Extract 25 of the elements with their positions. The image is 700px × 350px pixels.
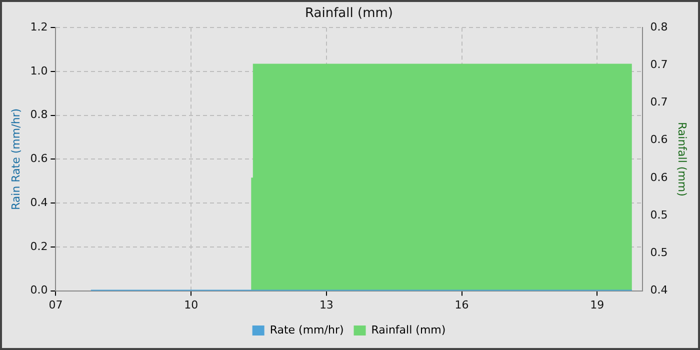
y2-tick-label: 0.5 [650, 208, 668, 222]
y-tick-label: 0.6 [30, 152, 48, 166]
x-tick-label: 19 [590, 298, 604, 312]
legend-label: Rate (mm/hr) [270, 323, 344, 336]
y2-tick-label: 0.7 [650, 95, 668, 108]
x-tick-label: 16 [454, 298, 469, 312]
y2-axis-title: Rainfall (mm) [676, 122, 689, 196]
y2-tick-label: 0.6 [650, 132, 668, 146]
y-tick-label: 0.4 [30, 196, 48, 209]
x-tick-label: 10 [184, 298, 198, 312]
chart-title: Rainfall (mm) [305, 6, 393, 22]
y2-tick-label: 0.8 [650, 20, 668, 34]
y2-tick-label: 0.6 [650, 171, 668, 184]
y2-tick-label: 0.7 [650, 58, 668, 71]
y-tick-label: 1.0 [30, 64, 48, 78]
x-tick-label: 07 [48, 298, 63, 312]
y2-tick-label: 0.5 [650, 246, 668, 260]
y-tick-label: 0.0 [30, 284, 48, 297]
y-tick-label: 0.8 [30, 108, 48, 122]
y-tick-label: 1.2 [30, 20, 48, 34]
x-tick-label: 13 [319, 298, 334, 312]
y-tick-label: 0.2 [30, 240, 48, 253]
y-axis-title: Rain Rate (mm/hr) [9, 108, 22, 210]
legend-label: Rainfall (mm) [371, 323, 446, 336]
y2-tick-label: 0.4 [650, 284, 668, 297]
